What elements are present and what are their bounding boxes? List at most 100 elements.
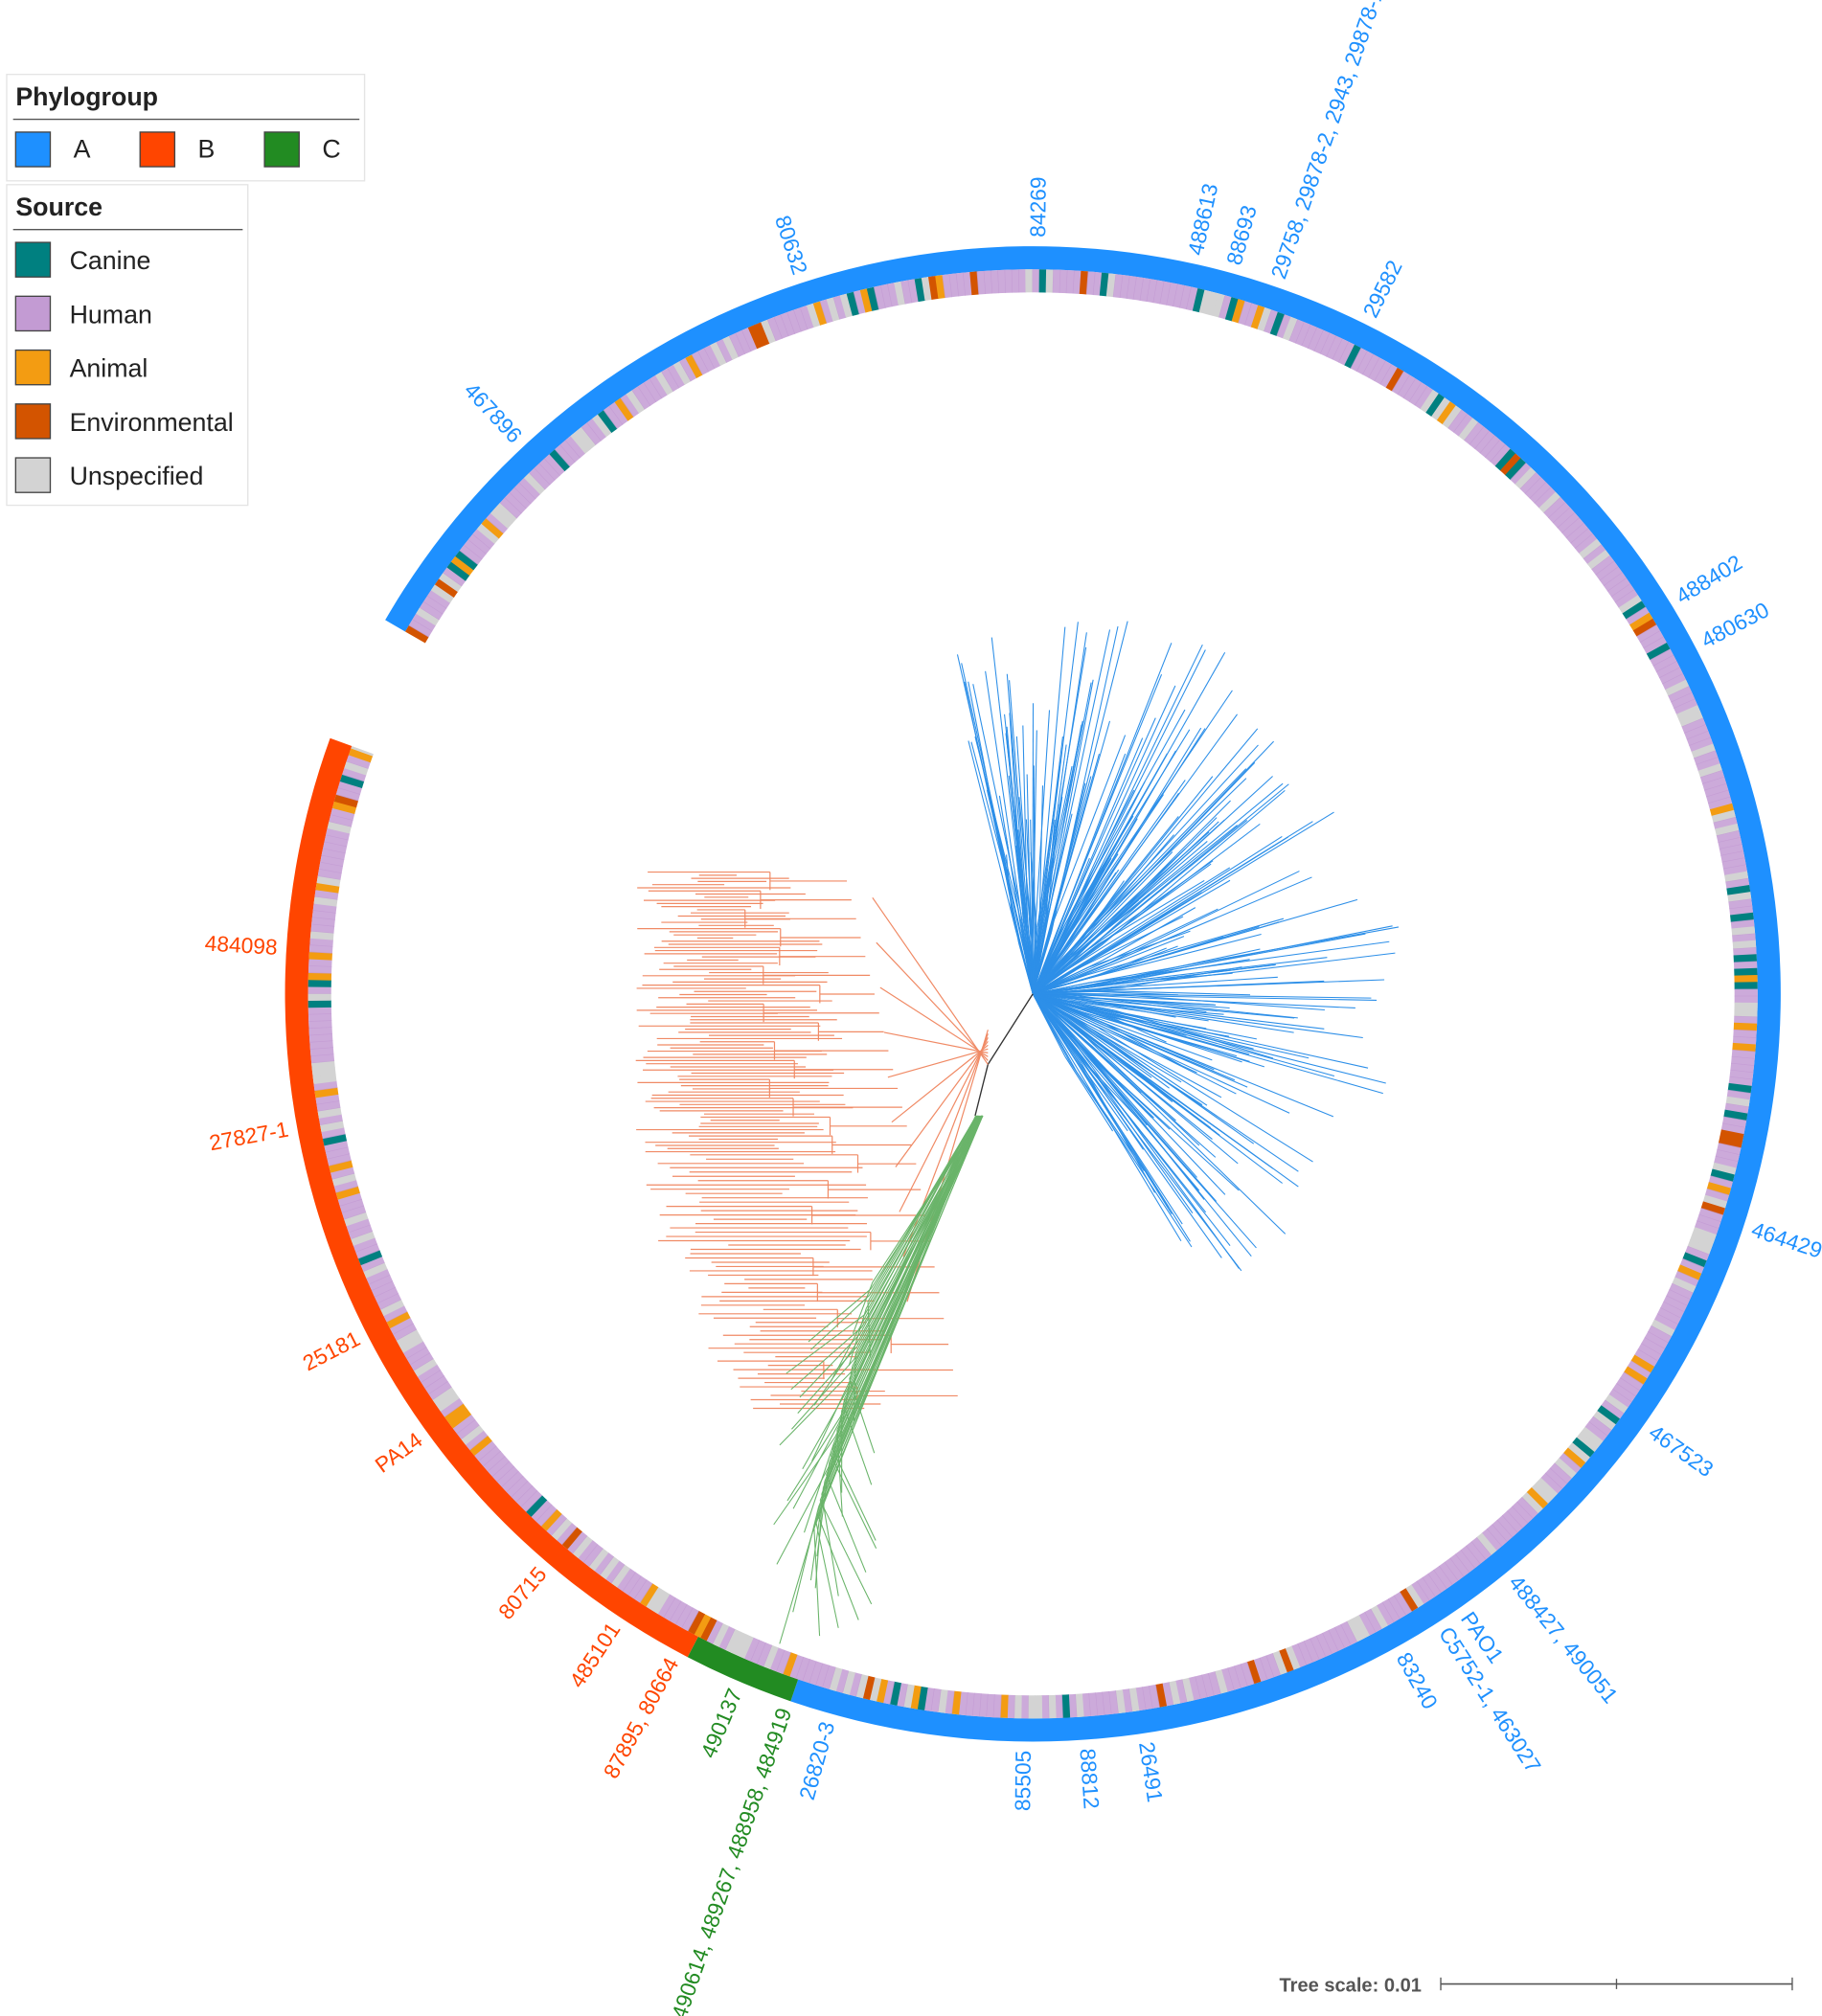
source-segment — [1059, 269, 1068, 294]
branch — [1088, 930, 1191, 968]
source-segment — [633, 1579, 653, 1603]
branch — [1091, 1046, 1287, 1235]
branch — [1050, 994, 1230, 1009]
source-segment — [1265, 1653, 1281, 1678]
source-segment — [1307, 327, 1324, 351]
branch — [1009, 680, 1031, 947]
source-segment — [1181, 1677, 1195, 1703]
source-segment — [1545, 1467, 1568, 1489]
source-segment — [1092, 271, 1103, 296]
source-segment — [1579, 538, 1602, 559]
source-segment — [307, 993, 331, 1002]
source-segment — [348, 1224, 374, 1240]
legend-swatch — [14, 295, 52, 332]
source-segment — [1595, 560, 1619, 581]
source-segment — [1681, 717, 1706, 734]
branch — [1090, 969, 1182, 988]
tip-label: 488613 — [1183, 181, 1223, 258]
source-segment — [1643, 636, 1668, 655]
source-segment — [1253, 1657, 1268, 1683]
source-segment — [1259, 1655, 1275, 1680]
source-segment — [374, 1286, 399, 1304]
source-segment — [955, 272, 967, 297]
branch — [865, 1115, 978, 1309]
branch — [776, 1467, 829, 1565]
source-segment — [1620, 1371, 1644, 1392]
source-segment — [839, 293, 854, 318]
source-segment — [853, 289, 867, 315]
source-segment — [1616, 1377, 1640, 1397]
source-segment — [1099, 272, 1109, 297]
source-segment — [1499, 453, 1521, 476]
branch — [1053, 735, 1127, 920]
tip-label: 85505 — [1010, 1751, 1036, 1812]
source-segment — [308, 944, 333, 954]
source-segment — [1622, 600, 1647, 620]
source-segment — [1719, 844, 1743, 856]
source-segment — [389, 1317, 414, 1335]
source-segment — [1567, 1442, 1590, 1463]
source-segment — [1055, 1694, 1063, 1718]
branch — [1073, 998, 1325, 1030]
source-segment — [1065, 270, 1075, 294]
branch — [1061, 851, 1173, 966]
branch — [1063, 727, 1202, 952]
source-segment — [1333, 1623, 1352, 1648]
source-segment — [1338, 341, 1355, 366]
source-segment — [1715, 823, 1740, 837]
source-segment — [1671, 691, 1696, 709]
source-segment — [876, 1678, 889, 1704]
source-segment — [1161, 1682, 1174, 1707]
source-segment — [1496, 1515, 1518, 1538]
source-segment — [1460, 1545, 1481, 1569]
branch — [968, 740, 1016, 931]
branch — [1045, 813, 1073, 925]
source-segment — [440, 1397, 464, 1417]
source-segment — [842, 1670, 855, 1695]
branch — [1104, 972, 1233, 985]
source-segment — [1020, 1695, 1029, 1719]
branch — [1006, 854, 1013, 910]
branch — [773, 1436, 836, 1526]
source-segment — [1061, 1694, 1071, 1718]
source-segment — [637, 382, 657, 406]
branch — [1072, 1053, 1191, 1242]
source-segment — [597, 410, 618, 434]
source-segment — [1313, 329, 1331, 354]
source-segment — [622, 1572, 642, 1596]
tip-label: 27827-1 — [207, 1117, 290, 1156]
source-segment — [1108, 1690, 1119, 1714]
branch — [887, 1048, 989, 1078]
source-segment — [335, 1186, 360, 1200]
source-segment — [380, 1299, 405, 1317]
source-segment — [1068, 1693, 1078, 1718]
branch — [1064, 821, 1313, 976]
source-segment — [826, 297, 840, 322]
source-segment — [1188, 1676, 1201, 1701]
branch — [1063, 867, 1231, 973]
branch — [856, 1115, 979, 1348]
source-segment — [712, 1622, 730, 1647]
source-segment — [1146, 279, 1158, 304]
source-segment — [1238, 301, 1252, 326]
source-segment — [1328, 1626, 1345, 1652]
source-segment — [444, 1403, 467, 1423]
source-segment — [371, 1280, 397, 1298]
source-segment — [467, 533, 491, 555]
source-segment — [1712, 1162, 1737, 1176]
source-segment — [330, 1167, 355, 1180]
source-segment — [1584, 1421, 1608, 1442]
source-segment — [685, 354, 703, 378]
source-segment — [1733, 954, 1758, 963]
source-segment — [645, 1586, 665, 1611]
branch — [891, 1044, 989, 1123]
source-segment — [1641, 1337, 1665, 1355]
branch — [1042, 765, 1073, 908]
tip-label: 26491 — [1134, 1740, 1168, 1803]
source-segment — [450, 555, 474, 577]
source-segment — [1295, 322, 1311, 347]
source-segment — [1708, 1175, 1733, 1189]
source-segment — [1689, 736, 1714, 753]
source-segment — [1691, 743, 1716, 759]
legend-swatch — [14, 241, 52, 278]
